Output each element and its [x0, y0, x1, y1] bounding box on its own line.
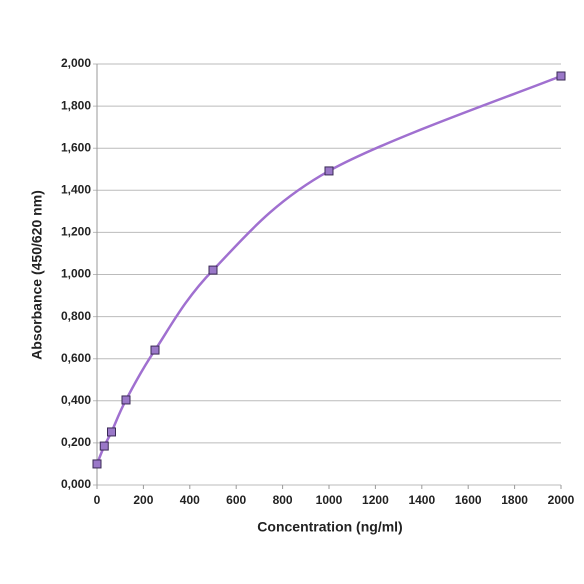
y-tick-label: 0,000 [61, 477, 91, 491]
x-tick-label: 200 [133, 493, 153, 507]
marker [556, 71, 566, 81]
marker [107, 427, 116, 437]
y-tick-label: 1,200 [61, 225, 91, 239]
y-tick-label: 0,400 [61, 393, 91, 407]
y-tick-label: 2,000 [61, 56, 91, 70]
x-tick-label: 1600 [455, 493, 482, 507]
x-axis-title: Concentration (ng/ml) [257, 519, 402, 535]
x-tick-label: 400 [180, 493, 200, 507]
y-tick-label: 0,200 [61, 435, 91, 449]
marker [99, 441, 109, 451]
marker [324, 166, 334, 176]
x-tick-label: 0 [94, 493, 101, 507]
y-tick-label: 1,600 [61, 140, 91, 154]
y-tick-label: 0,800 [61, 309, 91, 323]
marker [92, 459, 102, 469]
marker [121, 395, 131, 405]
y-tick-label: 1,800 [61, 98, 91, 112]
x-tick-label: 1000 [316, 493, 343, 507]
x-tick-label: 1400 [408, 493, 435, 507]
x-tick-label: 1800 [501, 493, 528, 507]
x-tick-label: 800 [273, 493, 293, 507]
y-tick-label: 1,400 [61, 182, 91, 196]
y-tick-label: 1,000 [61, 267, 91, 281]
x-tick-label: 2000 [548, 493, 575, 507]
y-axis-title: Absorbance (450/620 nm) [29, 190, 45, 360]
x-tick-label: 1200 [362, 493, 389, 507]
marker [150, 345, 160, 355]
marker [208, 265, 218, 275]
x-tick-label: 600 [226, 493, 246, 507]
curve [95, 74, 562, 465]
y-tick-label: 0,600 [61, 351, 91, 365]
